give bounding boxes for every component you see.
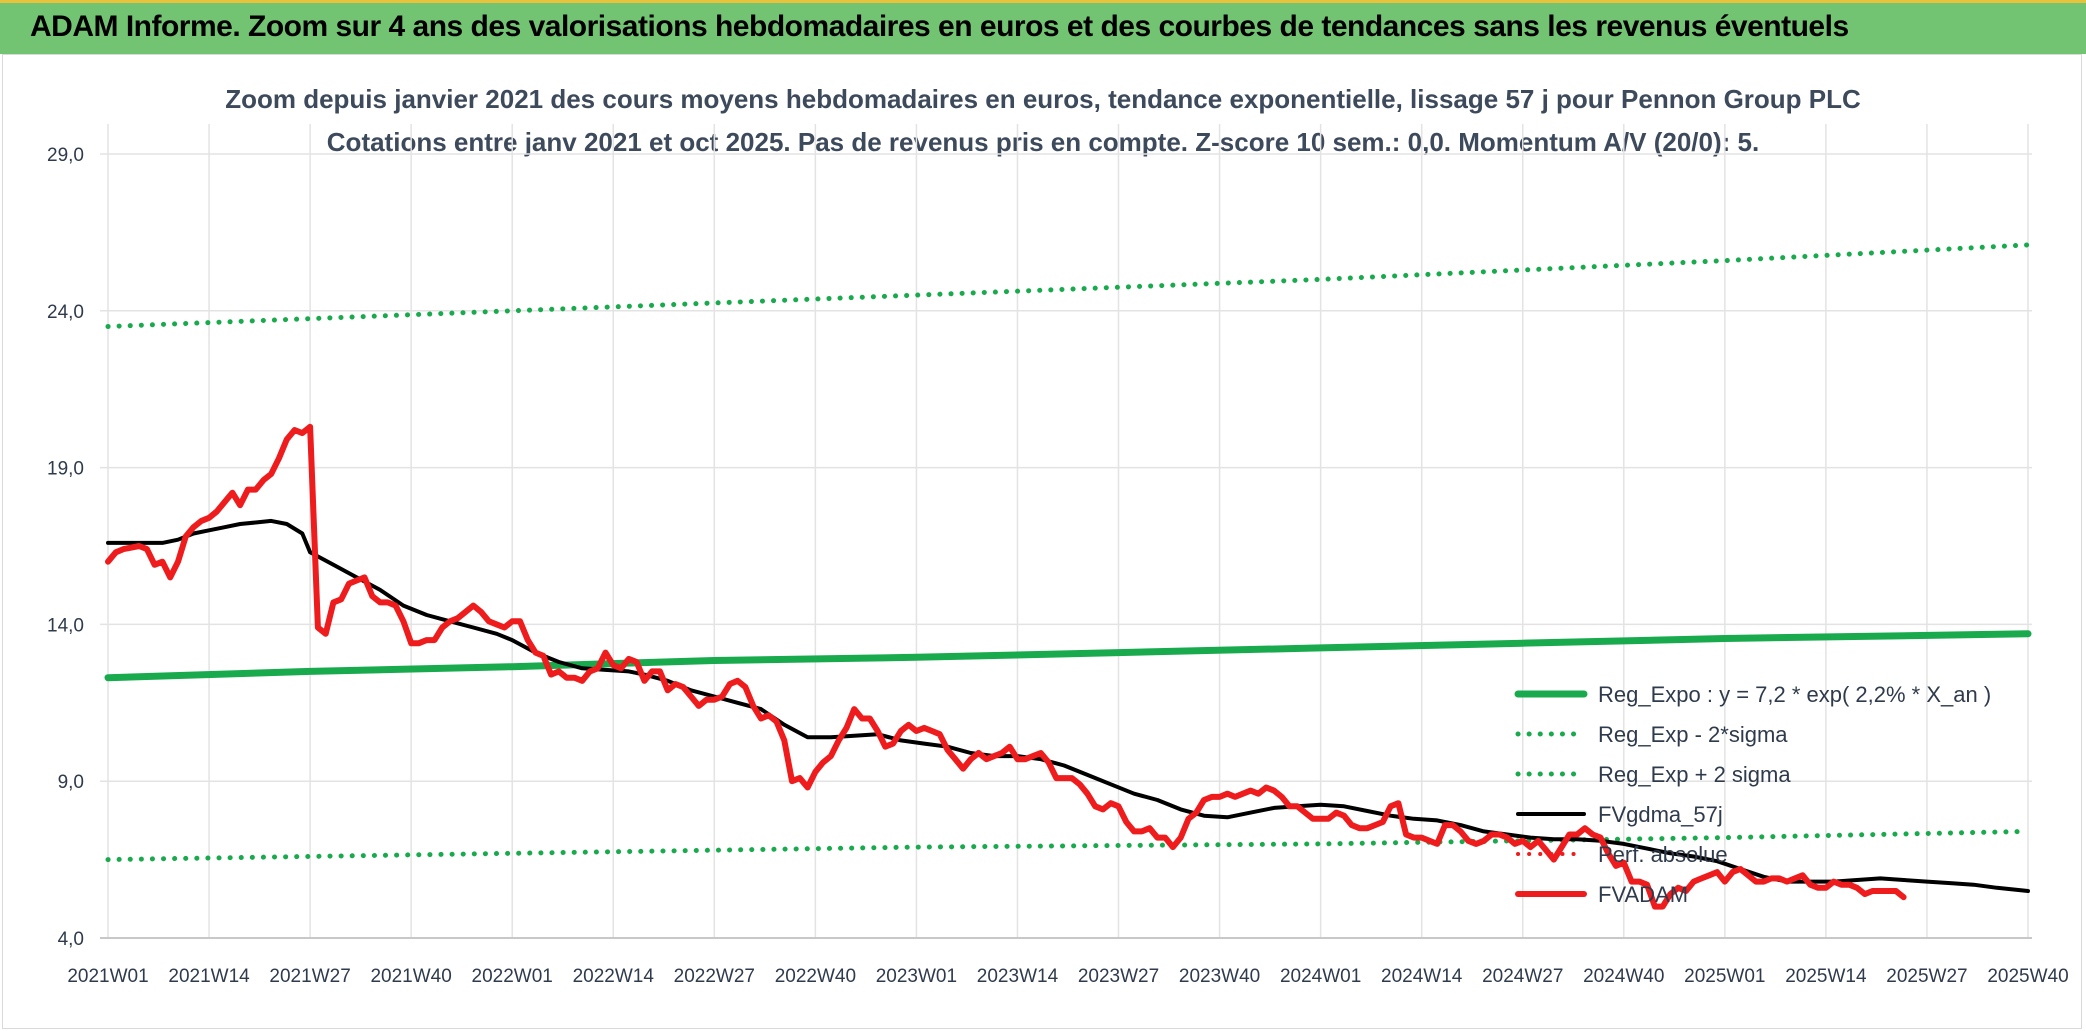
legend-label: Reg_Exp + 2 sigma [1598,762,1791,787]
y-tick-label: 29,0 [47,145,84,166]
series-line-reg_plus [105,242,2031,329]
x-tick-label: 2025W27 [1886,966,1967,987]
chart-title: Zoom depuis janvier 2021 des cours moyen… [225,84,1861,114]
chart-subtitle: Cotations entre janv 2021 et oct 2025. P… [326,127,1760,157]
legend-label: Reg_Expo : y = 7,2 * exp( 2,2% * X_an ) [1598,682,1991,707]
x-tick-label: 2023W01 [876,966,957,987]
x-tick-label: 2023W40 [1179,966,1260,987]
legend: Reg_Expo : y = 7,2 * exp( 2,2% * X_an ) R… [1514,682,1991,907]
x-tick-label: 2021W14 [168,966,250,987]
x-tick-label: 2025W14 [1785,966,1867,987]
legend-item-price: FVADAM [1515,882,1688,907]
y-tick-label: 24,0 [47,302,84,323]
y-tick-label: 14,0 [47,615,84,636]
page-title: ADAM Informe. Zoom sur 4 ans des valoris… [30,10,1849,43]
axis-labels: 2021W01 2021W14 2021W27 2021W40 2022W01 2022W… [47,145,2069,987]
x-tick-label: 2025W01 [1684,966,1765,987]
x-tick-label: 2022W01 [472,966,553,987]
series-line-reg_minus [105,828,2031,863]
x-tick-label: 2023W14 [977,966,1059,987]
x-tick-label: 2024W40 [1583,966,1664,987]
y-tick-label: 9,0 [58,772,84,793]
x-tick-label: 2022W14 [573,966,655,987]
legend-label: FVgdma_57j [1598,802,1723,827]
y-tick-label: 4,0 [58,929,84,950]
legend-label: FVADAM [1598,882,1688,907]
legend-item-perf: Perf. absolue [1516,842,1728,867]
legend-label: Reg_Exp - 2*sigma [1598,722,1788,747]
header-banner: ADAM Informe. Zoom sur 4 ans des valoris… [0,0,2086,54]
x-tick-label: 2025W40 [1987,966,2068,987]
legend-label: Perf. absolue [1598,842,1728,867]
x-tick-label: 2022W40 [775,966,856,987]
x-tick-label: 2021W40 [370,966,451,987]
x-tick-label: 2022W27 [674,966,755,987]
gridlines [100,124,2032,939]
legend-item-reg_minus: Reg_Exp - 2*sigma [1515,722,1788,747]
x-tick-label: 2021W01 [67,966,148,987]
x-tick-label: 2023W27 [1078,966,1159,987]
x-tick-label: 2021W27 [269,966,350,987]
y-tick-label: 19,0 [47,459,84,480]
series-line-price [105,423,1907,910]
x-tick-label: 2024W27 [1482,966,1563,987]
series-lines [104,242,2032,910]
x-tick-label: 2024W14 [1381,966,1463,987]
series-line-reg_expo [104,630,2032,682]
x-tick-label: 2024W01 [1280,966,1361,987]
legend-item-smooth: FVgdma_57j [1516,802,1723,827]
legend-item-reg_expo: Reg_Expo : y = 7,2 * exp( 2,2% * X_an ) [1514,682,1991,707]
legend-item-reg_plus: Reg_Exp + 2 sigma [1515,762,1791,787]
